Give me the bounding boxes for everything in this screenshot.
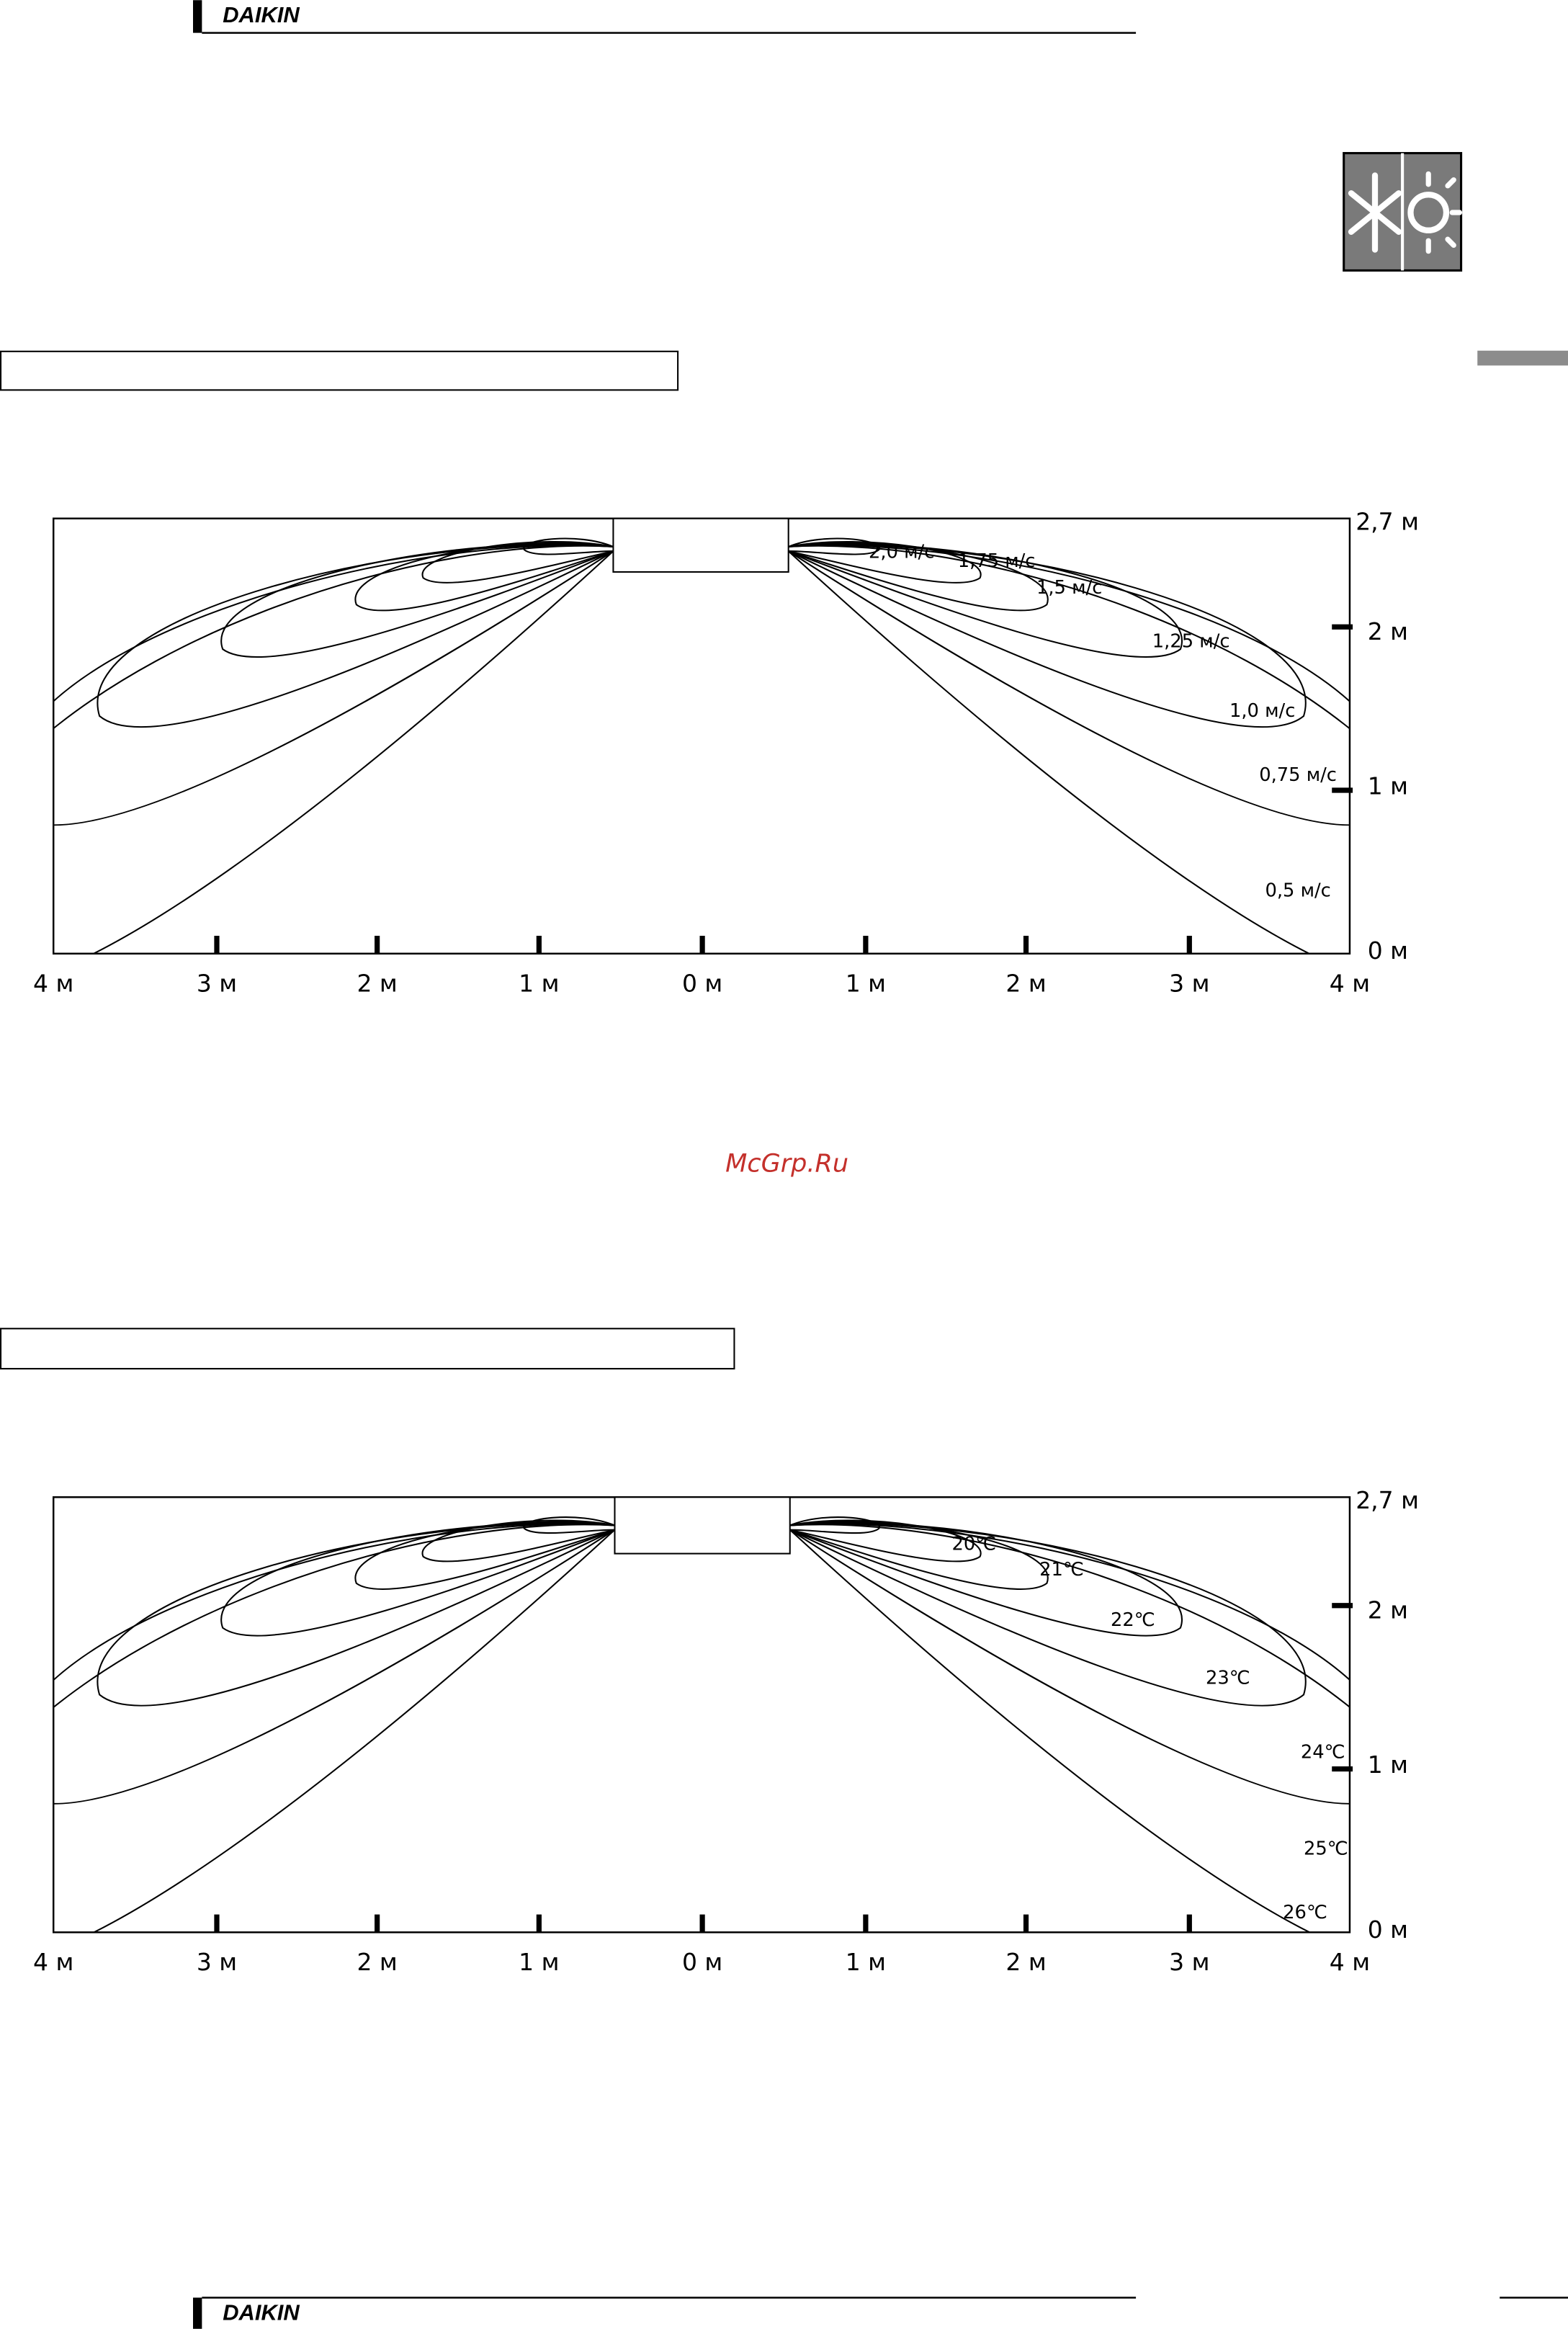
contour-label: 0,5 м/с: [1265, 880, 1330, 902]
x-axis-label: 4 м: [1330, 970, 1370, 998]
contour-line: [789, 1524, 1350, 1933]
watermark: McGrp.Ru: [725, 1149, 848, 1179]
x-axis-label: 0 м: [682, 970, 722, 998]
contours: [53, 1516, 1350, 1933]
contour-line: [97, 544, 614, 728]
x-axis-label: 1 м: [846, 970, 886, 998]
contour-label: 20℃: [951, 1534, 996, 1555]
x-axis-label: 0 м: [682, 1948, 722, 1976]
y-axis-label: 2 м: [1368, 617, 1408, 645]
contour-label: 26℃: [1283, 1902, 1327, 1923]
contour-line: [220, 1521, 615, 1637]
y-axis-label: 2,7 м: [1356, 1486, 1419, 1514]
diagram: 4 м 3 м 2 м 1 м 0 м 1 м 2 м 3 м 4 м 2,7 м 2 м 1 м 0 …: [33, 1486, 1419, 1976]
indoor-unit: [612, 517, 789, 573]
contour-label: 24℃: [1301, 1741, 1345, 1763]
header-brand: DAIKIN: [223, 2, 300, 27]
x-axis-label: 2 м: [1005, 970, 1046, 998]
indoor-unit: [614, 1496, 791, 1555]
contour-line: [523, 1516, 615, 1534]
y-axis-label: 1 м: [1368, 1751, 1408, 1779]
contour-label: 1,5 м/с: [1036, 577, 1102, 599]
contour-label: 22℃: [1111, 1609, 1155, 1631]
contour-line: [789, 1523, 1307, 1707]
contour-label: 21℃: [1039, 1559, 1084, 1581]
x-axis-label: 1 м: [846, 1948, 886, 1976]
contours: [53, 537, 1350, 954]
header-bar: [193, 0, 202, 33]
contour-line: [53, 1524, 616, 1933]
contour-line: [220, 543, 614, 658]
contour-line: [787, 545, 1350, 954]
x-axis-label: 1 м: [519, 1948, 559, 1976]
y-axis-label: 0 м: [1368, 1915, 1408, 1944]
mode-icon: [1343, 152, 1463, 272]
y-axis-label: 1 м: [1368, 772, 1408, 800]
contour-line: [53, 1523, 616, 1805]
contour-line: [788, 537, 880, 555]
x-axis-label: 2 м: [357, 970, 397, 998]
contour-label: 1,25 м/с: [1152, 630, 1230, 652]
contour-label: 25℃: [1304, 1838, 1348, 1859]
plot-frame: [52, 1496, 1351, 1934]
contour-line: [788, 544, 1307, 728]
contour-line: [788, 545, 1350, 826]
x-axis-label: 3 м: [1169, 1948, 1209, 1976]
contour-label: 23℃: [1206, 1667, 1250, 1689]
footer-brand: DAIKIN: [223, 2299, 300, 2325]
diagram: 4 м 3 м 2 м 1 м 0 м 1 м 2 м 3 м 4 м 2,7 м 2 м 1 м 0 …: [33, 507, 1419, 998]
contour-label: 2,0 м/с: [869, 542, 934, 563]
x-axis-label: 2 м: [357, 1948, 397, 1976]
contour-line: [788, 541, 982, 584]
contour-label: 1,0 м/с: [1229, 700, 1295, 722]
footer-bar: [193, 2297, 202, 2329]
contour-line: [523, 537, 614, 555]
contour-label: 1,75 м/с: [958, 550, 1036, 572]
contour-line: [789, 1521, 1183, 1637]
x-axis-label: 1 м: [519, 970, 559, 998]
contour-line: [421, 1519, 615, 1563]
contour-label: 0,75 м/с: [1259, 764, 1337, 786]
section-tab: [1477, 350, 1568, 366]
caption-box: [0, 1328, 735, 1369]
x-axis-label: 3 м: [1169, 970, 1209, 998]
x-axis-label: 2 м: [1005, 1948, 1046, 1976]
contour-line: [788, 543, 1183, 658]
contour-line: [53, 545, 614, 954]
contour-line: [97, 1523, 615, 1707]
contour-line: [421, 540, 614, 584]
x-axis-label: 4 м: [33, 1948, 73, 1976]
y-axis-label: 2,7 м: [1356, 507, 1419, 535]
x-axis-label: 3 м: [197, 970, 237, 998]
contour-line: [53, 545, 614, 826]
x-axis-label: 3 м: [197, 1948, 237, 1976]
contour-line: [789, 1519, 982, 1563]
contour-line: [789, 1516, 880, 1534]
plot-frame: [52, 517, 1351, 955]
x-axis-label: 4 м: [1330, 1948, 1370, 1976]
caption-box: [0, 350, 679, 391]
contour-line: [789, 1523, 1350, 1805]
y-axis-label: 0 м: [1368, 936, 1408, 965]
y-axis-label: 2 м: [1368, 1596, 1408, 1624]
x-axis-label: 4 м: [33, 970, 73, 998]
